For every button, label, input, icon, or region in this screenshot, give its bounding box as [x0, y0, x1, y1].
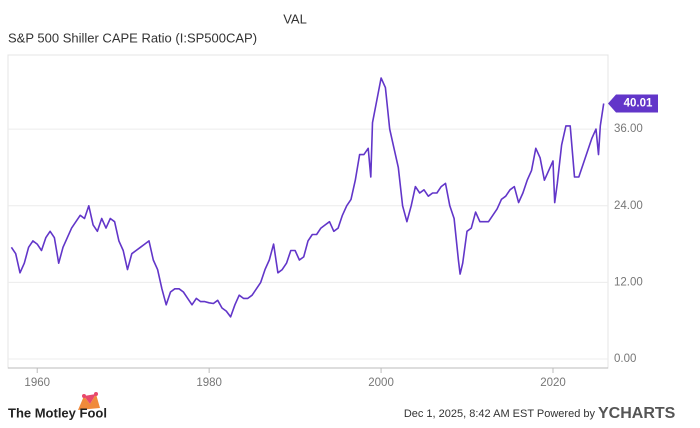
footer-text: Dec 1, 2025, 8:42 AM EST Powered by — [404, 408, 596, 420]
logo-icon — [78, 392, 100, 410]
y-tick-label: 36.00 — [614, 123, 643, 135]
line — [10, 77, 605, 318]
y-tick-label: 12.00 — [614, 276, 643, 288]
chart-title: S&P 500 Shiller CAPE Ratio (I:SP500CAP) — [8, 30, 257, 45]
end-label: 40.01 — [624, 98, 653, 110]
footer-brand: YCHARTS — [598, 405, 676, 422]
y-tick-label: 0.00 — [614, 353, 636, 365]
x-tick-label: 2020 — [540, 377, 566, 389]
legend-header: VAL — [283, 11, 307, 26]
plot-area — [7, 54, 609, 369]
x-tick-label: 1960 — [24, 377, 50, 389]
logo-text: The Motley Fool — [8, 405, 107, 420]
x-tick-label: 2000 — [368, 377, 394, 389]
x-tick-label: 1980 — [196, 377, 222, 389]
end-flag — [608, 94, 658, 113]
y-tick-label: 24.00 — [614, 200, 643, 212]
